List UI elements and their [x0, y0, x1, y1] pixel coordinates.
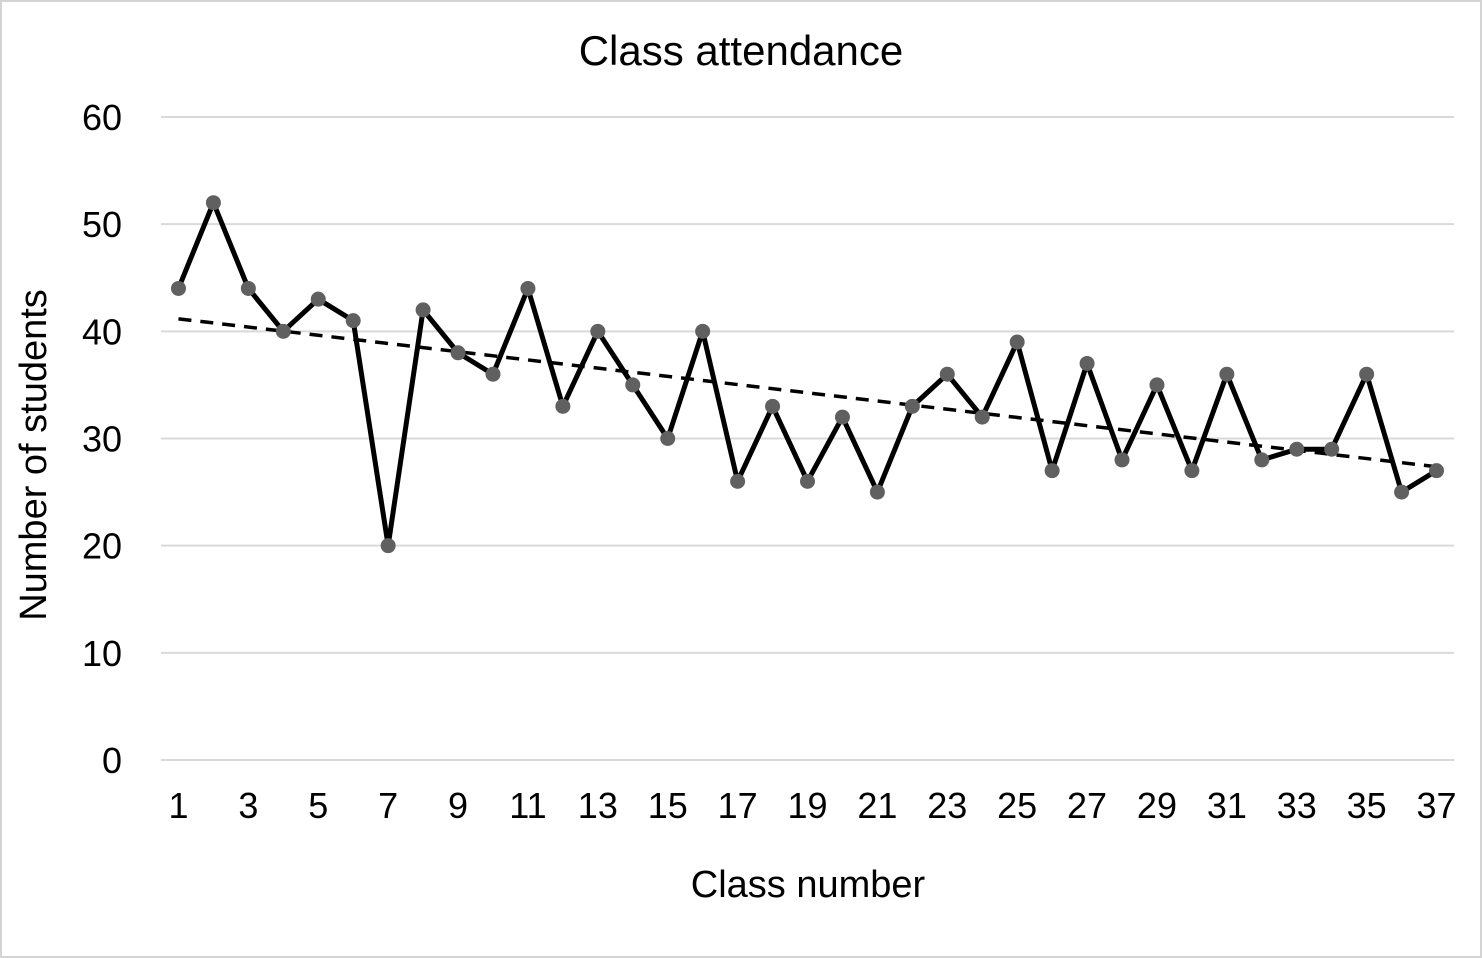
data-point-marker: [834, 409, 850, 425]
data-point-marker: [1184, 463, 1200, 479]
trendline: [178, 317, 1437, 469]
data-point-marker: [275, 323, 291, 339]
y-axis-tick-labels: 0 10 20 30 40 50 60: [82, 97, 122, 781]
data-point-marker: [660, 431, 676, 446]
data-point-marker: [205, 195, 221, 211]
data-point-marker: [520, 280, 536, 296]
gridlines: [161, 116, 1454, 761]
data-point-marker: [695, 323, 711, 339]
x-tick-label: 23: [927, 785, 967, 826]
data-point-marker: [170, 280, 186, 296]
y-axis-title: Number of students: [13, 289, 55, 621]
x-tick-label: 29: [1137, 785, 1177, 826]
x-tick-label: 33: [1277, 785, 1317, 826]
x-tick-label: 37: [1417, 785, 1457, 826]
data-point-marker: [765, 398, 781, 414]
data-point-marker: [1324, 441, 1340, 457]
x-tick-label: 7: [378, 785, 398, 826]
x-tick-label: 21: [857, 785, 897, 826]
data-point-marker: [590, 323, 606, 339]
chart-title: Class attendance: [579, 27, 904, 74]
data-point-marker: [1149, 377, 1165, 393]
y-tick-label: 60: [82, 97, 122, 138]
x-tick-label: 11: [509, 785, 546, 826]
data-point-marker: [310, 291, 326, 307]
data-point-marker: [1009, 334, 1025, 350]
data-point-marker: [1254, 452, 1270, 468]
data-point-marker: [1044, 463, 1060, 479]
x-tick-label: 13: [578, 785, 618, 826]
data-point-marker: [869, 484, 885, 500]
y-tick-label: 50: [82, 204, 122, 245]
data-point-marker: [345, 313, 361, 329]
x-tick-label: 1: [168, 785, 188, 826]
x-tick-label: 9: [448, 785, 468, 826]
data-point-marker: [800, 473, 815, 489]
x-tick-label: 3: [238, 785, 258, 826]
x-tick-label: 5: [308, 785, 328, 826]
y-tick-label: 20: [82, 526, 122, 567]
y-tick-label: 40: [82, 311, 122, 352]
data-point-marker: [1114, 452, 1130, 468]
data-point-marker: [450, 345, 466, 361]
x-axis-tick-labels: 1 3 5 7 9 11 13 15 17 19 21 23 25 27 29 31 33 35 37: [168, 785, 1456, 826]
data-point-marker: [939, 366, 955, 382]
data-point-marker: [555, 398, 571, 414]
x-tick-label: 19: [787, 785, 827, 826]
x-tick-label: 31: [1207, 785, 1247, 826]
data-point-marker: [1289, 441, 1305, 457]
data-point-marker: [1359, 366, 1375, 382]
trendline-group: [178, 317, 1437, 469]
data-point-marker: [485, 366, 501, 382]
data-point-marker: [1394, 484, 1410, 500]
markers-group: [170, 195, 1445, 554]
data-point-marker: [240, 280, 256, 296]
data-point-marker: [625, 377, 641, 393]
y-tick-label: 0: [102, 740, 122, 781]
x-tick-label: 15: [648, 785, 688, 826]
series-group: [175, 200, 1440, 549]
data-point-marker: [415, 302, 431, 318]
x-tick-label: 25: [997, 785, 1037, 826]
data-point-marker: [904, 398, 920, 414]
data-point-marker: [1079, 355, 1095, 371]
x-tick-label: 27: [1067, 785, 1107, 826]
data-point-marker: [974, 409, 990, 425]
attendance-line: [175, 200, 1440, 549]
x-axis-title: Class number: [691, 864, 926, 906]
data-point-marker: [380, 538, 396, 554]
data-point-marker: [730, 473, 746, 489]
x-tick-label: 17: [718, 785, 758, 826]
y-tick-label: 10: [82, 633, 122, 674]
x-tick-label: 35: [1347, 785, 1387, 826]
data-point-marker: [1429, 463, 1445, 479]
data-point-marker: [1219, 366, 1235, 382]
y-tick-label: 30: [82, 419, 122, 460]
